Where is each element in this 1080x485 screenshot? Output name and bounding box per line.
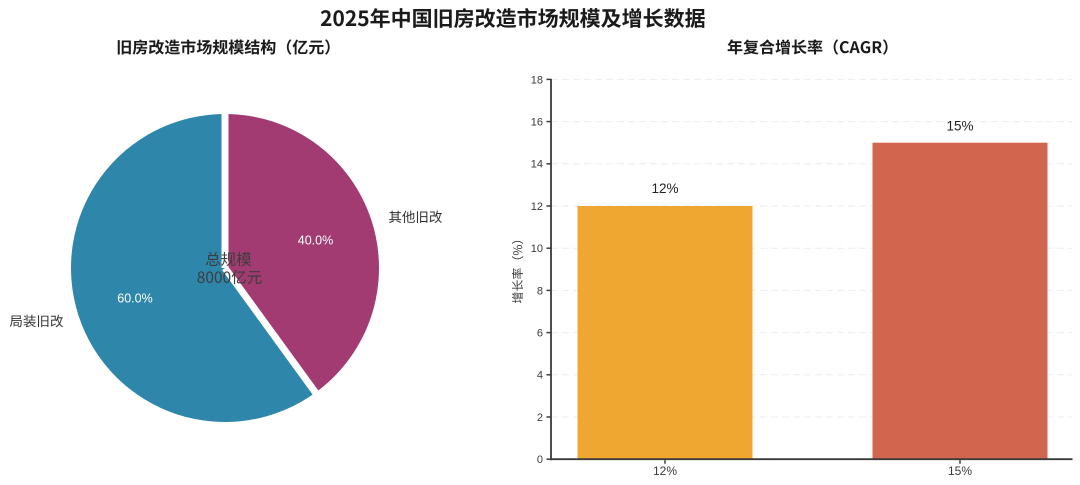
svg-text:8: 8 xyxy=(537,285,543,297)
svg-text:14: 14 xyxy=(531,159,543,171)
svg-text:6: 6 xyxy=(537,328,543,340)
svg-text:15%: 15% xyxy=(948,464,972,478)
svg-text:12%: 12% xyxy=(651,181,678,196)
svg-text:40.0%: 40.0% xyxy=(298,233,333,247)
svg-text:16: 16 xyxy=(531,117,543,129)
svg-text:0: 0 xyxy=(537,454,543,466)
svg-text:10: 10 xyxy=(531,243,543,255)
svg-text:2: 2 xyxy=(537,412,543,424)
svg-text:4: 4 xyxy=(537,370,543,382)
svg-text:12%: 12% xyxy=(653,464,677,478)
svg-text:60.0%: 60.0% xyxy=(117,291,152,305)
svg-text:12: 12 xyxy=(531,201,543,213)
svg-text:15%: 15% xyxy=(946,119,973,134)
svg-text:18: 18 xyxy=(531,74,543,86)
